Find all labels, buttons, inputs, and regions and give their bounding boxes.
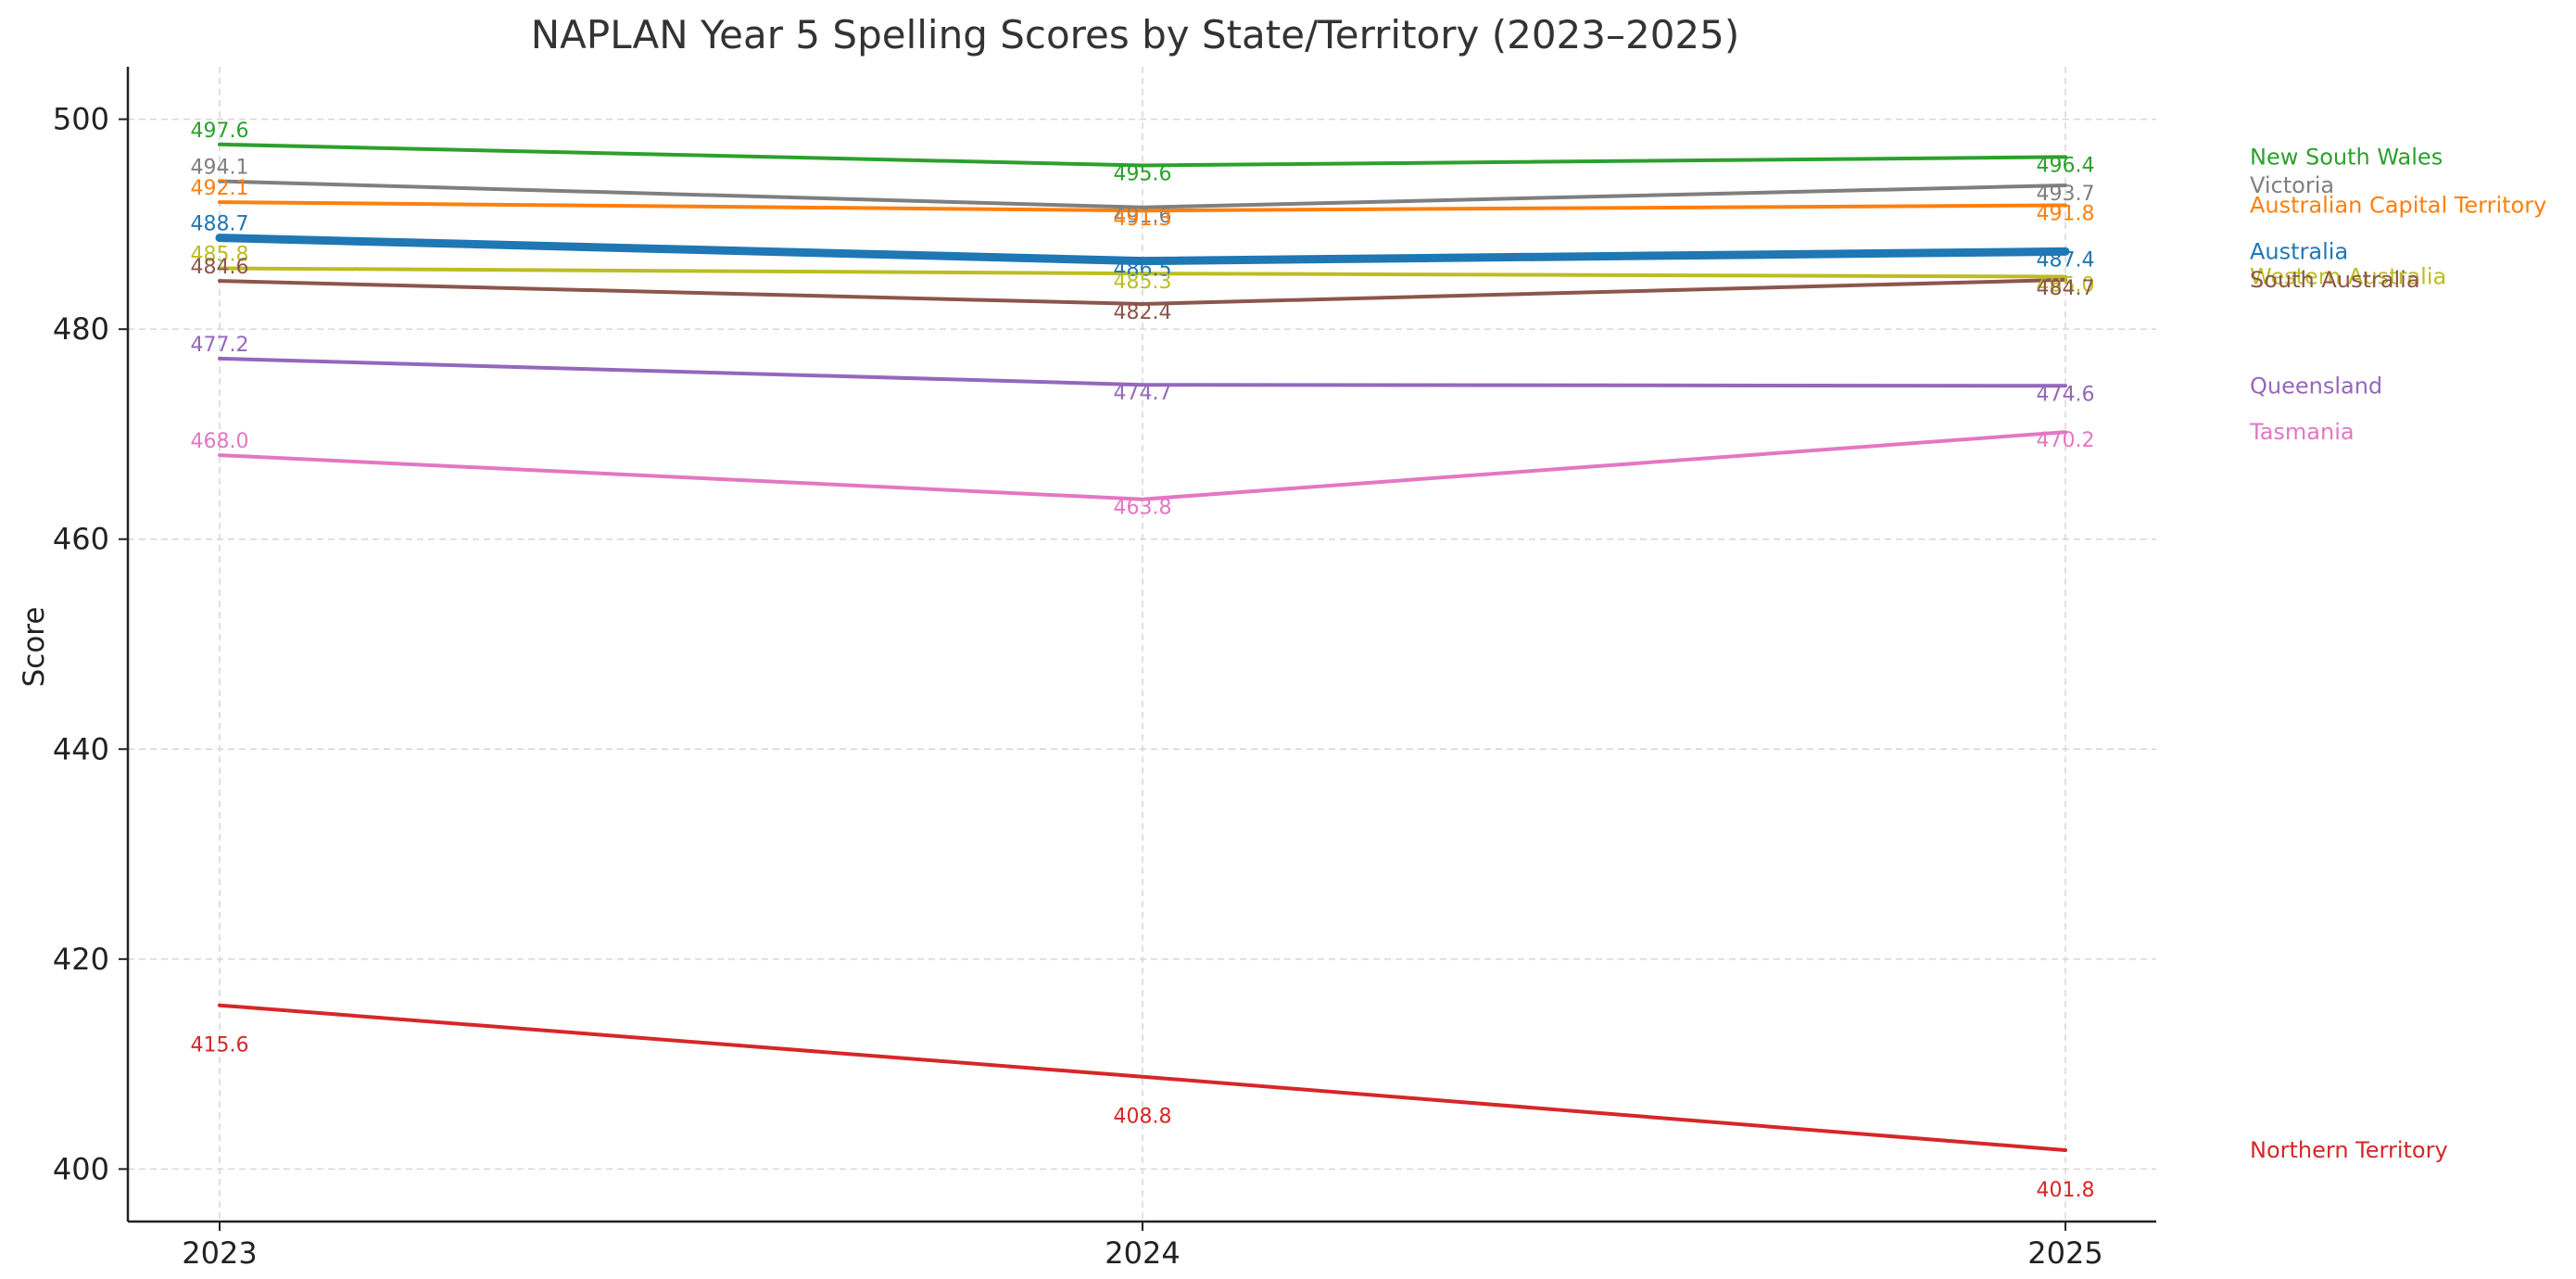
legend-entry-tasmania: Tasmania <box>2249 419 2355 445</box>
data-label-new-south-wales: 497.6 <box>191 120 249 143</box>
data-label-victoria: 493.7 <box>2037 183 2095 206</box>
data-label-australia: 488.7 <box>191 213 249 236</box>
y-tick-label: 400 <box>53 1151 109 1186</box>
series-line-western-australia <box>218 266 2067 279</box>
x-tick-label: 2023 <box>182 1235 257 1271</box>
data-label-northern-territory: 415.6 <box>191 1034 249 1057</box>
data-label-south-australia: 484.6 <box>191 256 249 279</box>
data-label-western-australia: 485.8 <box>191 244 249 267</box>
data-label-south-australia: 482.4 <box>1114 301 1172 324</box>
legend-entry-australian-capital-territory: Australian Capital Territory <box>2250 193 2546 219</box>
legend-entry-south-australia: South Australia <box>2250 267 2420 293</box>
series-lines <box>215 142 2070 1152</box>
gridlines <box>128 67 2156 1222</box>
data-label-south-australia: 484.7 <box>2037 277 2095 300</box>
y-tick-label: 420 <box>53 942 109 977</box>
data-label-victoria: 491.6 <box>1114 205 1172 228</box>
series-line-tasmania <box>218 430 2067 501</box>
series-line-new-south-wales <box>218 142 2067 168</box>
series-line-south-australia <box>218 277 2067 306</box>
data-label-western-australia: 485.0 <box>2037 274 2095 298</box>
y-tick-label: 480 <box>53 311 109 347</box>
y-tick-label: 460 <box>53 522 109 557</box>
chart-title: NAPLAN Year 5 Spelling Scores by State/T… <box>531 12 1740 57</box>
legend-entry-western-australia: Western Australia <box>2250 264 2446 290</box>
axes: 400 420 440 460 480 500 2023 2024 2025 <box>53 67 2156 1271</box>
data-label-tasmania: 463.8 <box>1114 497 1172 520</box>
data-label-northern-territory: 401.8 <box>2037 1179 2095 1202</box>
y-tick-label: 440 <box>53 731 109 766</box>
data-label-australian-capital-territory: 491.8 <box>2037 203 2095 226</box>
data-label-new-south-wales: 495.6 <box>1114 163 1172 186</box>
series-line-victoria <box>218 179 2067 209</box>
data-labels: 497.6 495.6 496.4 494.1 491.6 493.7 492.1 491.3… <box>191 120 2095 1202</box>
legend-entry-northern-territory: Northern Territory <box>2250 1137 2448 1163</box>
legend-entry-queensland: Queensland <box>2250 373 2382 399</box>
x-tick-label: 2024 <box>1105 1235 1180 1271</box>
series-line-australian-capital-territory <box>218 200 2067 213</box>
x-tick-label: 2025 <box>2027 1235 2102 1271</box>
data-label-northern-territory: 408.8 <box>1114 1106 1172 1129</box>
y-axis-label: Score <box>18 607 51 688</box>
data-label-new-south-wales: 496.4 <box>2037 154 2095 177</box>
data-label-australia: 487.4 <box>2037 248 2095 272</box>
series-line-australia <box>215 234 2070 266</box>
data-label-victoria: 494.1 <box>191 157 249 180</box>
data-label-queensland: 474.7 <box>1114 382 1172 405</box>
data-label-tasmania: 468.0 <box>191 430 249 453</box>
series-line-northern-territory <box>218 1003 2067 1152</box>
data-label-queensland: 477.2 <box>191 334 249 357</box>
y-tick-label: 500 <box>53 102 109 137</box>
data-label-australian-capital-territory: 491.3 <box>1114 208 1172 231</box>
data-label-queensland: 474.6 <box>2037 383 2095 406</box>
legend-entry-new-south-wales: New South Wales <box>2250 144 2443 170</box>
data-label-tasmania: 470.2 <box>2037 429 2095 452</box>
series-line-queensland <box>218 356 2067 388</box>
data-label-australia: 486.5 <box>1114 259 1172 282</box>
legend-entry-australia: Australia <box>2250 238 2348 264</box>
legend-entry-victoria: Victoria <box>2250 172 2334 198</box>
data-label-australian-capital-territory: 492.1 <box>191 177 249 200</box>
data-label-western-australia: 485.3 <box>1114 271 1172 294</box>
